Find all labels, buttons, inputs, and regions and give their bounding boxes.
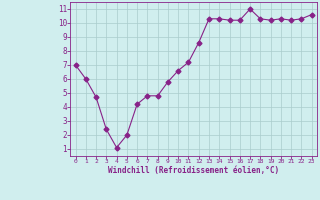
X-axis label: Windchill (Refroidissement éolien,°C): Windchill (Refroidissement éolien,°C): [108, 166, 279, 175]
